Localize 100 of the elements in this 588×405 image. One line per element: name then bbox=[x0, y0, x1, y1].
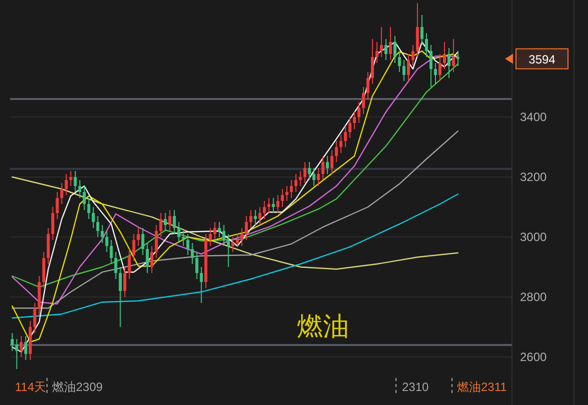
candlestick bbox=[294, 174, 298, 192]
candlestick bbox=[388, 26, 392, 60]
candlestick bbox=[146, 242, 149, 274]
candlestick bbox=[420, 14, 424, 46]
candlestick bbox=[177, 222, 180, 244]
candlestick bbox=[182, 230, 185, 246]
candlestick bbox=[298, 170, 302, 186]
candlestick bbox=[334, 140, 338, 162]
candlestick bbox=[240, 228, 244, 246]
candlestick bbox=[186, 234, 190, 256]
candlestick bbox=[308, 162, 311, 180]
candlestick bbox=[42, 252, 46, 288]
candlestick bbox=[114, 252, 118, 280]
annotation: 114天 bbox=[15, 380, 46, 394]
annotation: 燃油 bbox=[297, 311, 349, 341]
candlestick bbox=[393, 36, 396, 64]
candlestick bbox=[321, 156, 324, 180]
line-series bbox=[12, 176, 459, 270]
candlestick bbox=[82, 186, 86, 210]
candlestick bbox=[366, 72, 370, 100]
candlestick bbox=[434, 62, 437, 84]
candlestick bbox=[222, 224, 226, 246]
candlestick bbox=[456, 50, 460, 66]
candlestick bbox=[64, 174, 68, 196]
candlestick bbox=[262, 200, 266, 220]
candlestick bbox=[344, 126, 347, 148]
candlestick bbox=[69, 170, 72, 186]
candlestick bbox=[429, 44, 432, 88]
candlestick bbox=[150, 246, 154, 274]
candlestick bbox=[442, 42, 446, 70]
candlestick bbox=[92, 206, 95, 228]
candlestick bbox=[316, 168, 320, 186]
candlestick bbox=[132, 234, 136, 262]
candlestick bbox=[195, 252, 198, 280]
line-series bbox=[12, 130, 459, 309]
candlestick bbox=[10, 332, 14, 352]
candlestick bbox=[154, 224, 158, 258]
candlestick bbox=[168, 210, 172, 232]
candlestick bbox=[213, 222, 216, 240]
candlestick bbox=[406, 54, 410, 82]
candlestick bbox=[447, 48, 450, 78]
candlestick bbox=[352, 110, 356, 130]
candlestick bbox=[164, 212, 167, 232]
candlestick bbox=[339, 134, 342, 154]
candlestick bbox=[128, 248, 131, 280]
candlestick bbox=[33, 302, 36, 334]
candlestick bbox=[51, 206, 54, 240]
y-tick-label: 3200 bbox=[520, 170, 548, 184]
y-tick-label: 2600 bbox=[520, 350, 548, 364]
candlestick bbox=[280, 188, 284, 208]
candlestick bbox=[375, 42, 378, 64]
candlestick bbox=[231, 236, 234, 252]
candlestick bbox=[226, 234, 230, 268]
candlestick bbox=[452, 38, 455, 72]
candlestick bbox=[46, 228, 50, 264]
candlestick bbox=[348, 116, 352, 138]
candlestick bbox=[290, 180, 293, 198]
candlestick bbox=[411, 44, 414, 66]
candlestick bbox=[15, 338, 18, 370]
candlestick bbox=[74, 170, 77, 192]
candlestick bbox=[56, 192, 59, 220]
candlestick bbox=[218, 222, 221, 238]
candlestick bbox=[244, 216, 248, 240]
candlestick bbox=[384, 38, 388, 60]
candlestick bbox=[105, 230, 108, 252]
candlestick bbox=[362, 86, 365, 114]
candlestick bbox=[276, 194, 280, 214]
candlestick bbox=[96, 216, 100, 238]
candlestick bbox=[136, 228, 140, 246]
candlestick bbox=[249, 210, 252, 228]
candlestick bbox=[258, 206, 262, 226]
candlestick bbox=[438, 54, 442, 82]
candlestick bbox=[190, 242, 194, 264]
candlestick bbox=[208, 228, 212, 246]
candlestick bbox=[254, 210, 257, 226]
candlestick bbox=[141, 228, 144, 256]
candlestick bbox=[24, 336, 28, 360]
candlestick bbox=[20, 336, 23, 358]
candlestick bbox=[416, 2, 419, 58]
candlestick bbox=[285, 186, 288, 202]
candlestick bbox=[159, 212, 162, 238]
y-tick-label: 2800 bbox=[520, 290, 548, 304]
candlestick bbox=[172, 210, 176, 234]
candlestick bbox=[60, 182, 64, 204]
candlestick bbox=[380, 26, 383, 58]
candlestick bbox=[398, 50, 401, 72]
candlestick bbox=[357, 102, 360, 124]
candlestick bbox=[118, 266, 122, 328]
annotation: 燃油2311 bbox=[457, 380, 508, 394]
candlestick bbox=[200, 266, 203, 304]
candlestick bbox=[267, 198, 270, 214]
y-tick-label: 3000 bbox=[520, 230, 548, 244]
candlestick bbox=[272, 198, 275, 214]
candlestick bbox=[78, 180, 82, 198]
candlestick bbox=[123, 266, 126, 298]
candlestick bbox=[110, 240, 113, 264]
annotation: 2310 bbox=[402, 380, 430, 394]
candlestick bbox=[402, 60, 406, 82]
candlestick bbox=[87, 198, 90, 220]
candlestick bbox=[326, 156, 329, 174]
